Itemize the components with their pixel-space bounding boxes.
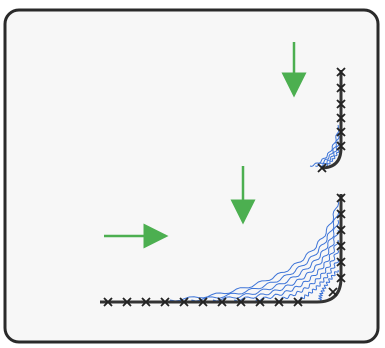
boundary-marker — [336, 67, 346, 77]
large-boundary-markers — [103, 193, 346, 307]
streamline — [309, 124, 340, 167]
boundary-marker — [317, 163, 327, 173]
boundary-marker — [336, 99, 346, 109]
boundary-marker — [198, 297, 208, 307]
streamline — [320, 141, 340, 167]
boundary-marker — [336, 113, 346, 123]
boundary-marker — [141, 297, 151, 307]
boundary-marker — [336, 273, 346, 283]
streamline — [325, 149, 340, 167]
boundary-marker — [217, 297, 227, 307]
boundary-marker — [122, 297, 132, 307]
boundary-marker — [274, 297, 284, 307]
boundary-marker — [336, 83, 346, 93]
flow-arrows — [104, 42, 307, 249]
boundary-marker — [160, 297, 170, 307]
small-corner-streamlines — [309, 124, 340, 167]
streamline — [315, 133, 340, 167]
boundary-marker — [336, 193, 346, 203]
streamline — [318, 269, 339, 301]
boundary-marker — [328, 287, 338, 297]
streamline — [234, 229, 340, 302]
boundary-marker — [336, 241, 346, 251]
boundary-marker — [336, 225, 346, 235]
streamline — [191, 209, 340, 302]
boundary-marker — [336, 141, 346, 151]
small-boundary-markers — [317, 67, 346, 173]
large-corner-streamlines — [169, 199, 340, 302]
boundary-marker — [103, 297, 113, 307]
streamline — [169, 199, 340, 302]
boundary-marker — [293, 297, 303, 307]
boundary-marker — [336, 209, 346, 219]
streamline — [298, 259, 340, 302]
streamline — [276, 249, 340, 302]
boundary-marker — [255, 297, 265, 307]
boundary-marker — [336, 127, 346, 137]
boundary-marker — [236, 297, 246, 307]
boundary-marker — [179, 297, 189, 307]
boundary-marker — [336, 257, 346, 267]
corner-boundary-small — [320, 70, 343, 170]
streamline — [212, 219, 340, 302]
streamline — [255, 239, 340, 302]
